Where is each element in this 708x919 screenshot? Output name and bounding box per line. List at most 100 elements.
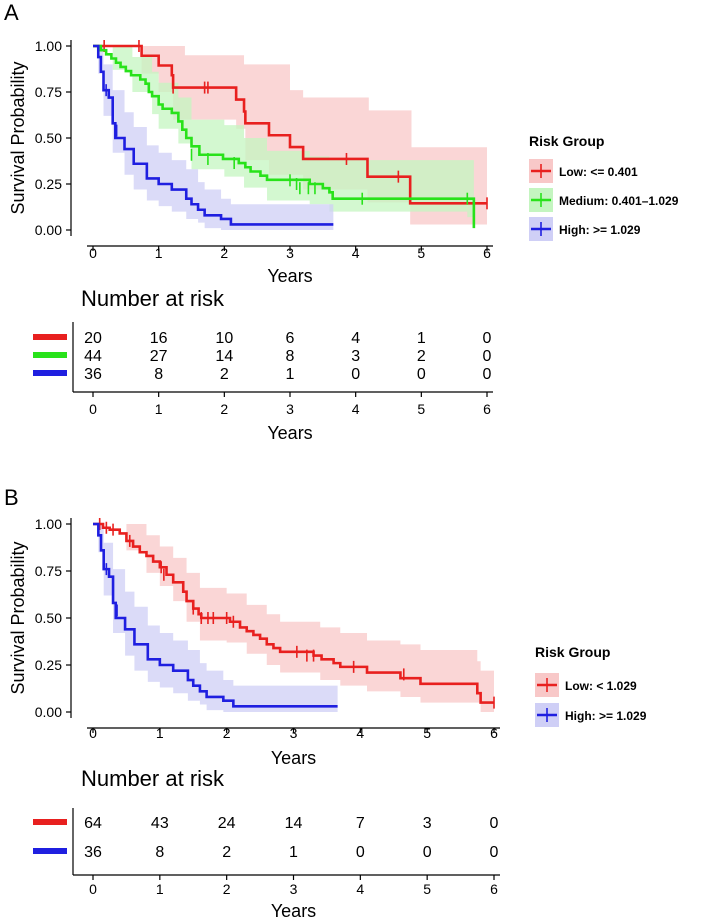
panel-label: A: [4, 0, 19, 25]
y-tick-label: 0.00: [35, 222, 62, 238]
risk-count-high: 36: [84, 844, 102, 861]
x-tick-label: 1: [155, 245, 163, 261]
risk-count-low: 0: [490, 815, 499, 832]
confidence-band-medium: [93, 46, 474, 230]
risk-count-medium: 14: [215, 348, 233, 365]
x-tick-label: 5: [417, 245, 425, 261]
y-tick-label: 1.00: [35, 38, 62, 54]
risk-count-low: 3: [423, 815, 432, 832]
confidence-band-low: [93, 524, 494, 712]
y-tick-label: 0.75: [35, 84, 62, 100]
risk-table-x-tick-label: 6: [490, 881, 498, 897]
y-tick-label: 0.00: [35, 704, 62, 720]
x-tick-label: 6: [490, 725, 498, 741]
risk-table-title: Number at risk: [81, 766, 225, 791]
x-tick-label: 2: [220, 245, 228, 261]
legend-label-high: High: >= 1.029: [565, 709, 647, 723]
risk-count-high: 0: [423, 844, 432, 861]
risk-count-medium: 2: [417, 348, 426, 365]
risk-count-high: 1: [286, 366, 295, 383]
panel-b: B 0.00 0.25 0.50 0.75 1.00 0 1 2 3 4 5 6 Years Surviva…: [4, 485, 647, 919]
x-tick-label: 1: [156, 725, 164, 741]
legend-title: Risk Group: [529, 133, 604, 149]
confidence-band-high: [93, 46, 334, 230]
risk-count-high: 8: [154, 366, 163, 383]
panel-a: A0.000.250.500.751.000 1 2 3 4 5 6YearsSurviva…: [4, 0, 679, 443]
risk-count-low: 0: [483, 330, 492, 347]
risk-table-x-tick-label: 0: [89, 401, 97, 417]
x-tick-label: 5: [423, 725, 431, 741]
risk-count-high: 0: [351, 366, 360, 383]
x-tick-label: 6: [483, 245, 491, 261]
x-tick-label: 0: [89, 245, 97, 261]
risk-count-low: 20: [84, 330, 102, 347]
legend-label-medium: Medium: 0.401–1.029: [559, 194, 679, 208]
y-tick-label: 0.50: [35, 130, 62, 146]
risk-table-x-tick-label: 5: [417, 401, 425, 417]
y-tick-label: 0.25: [35, 176, 62, 192]
risk-count-low: 43: [151, 815, 169, 832]
risk-table-x-tick-label: 0: [89, 881, 97, 897]
survival-curve-high: [93, 44, 334, 226]
risk-count-high: 0: [490, 844, 499, 861]
risk-count-medium: 0: [483, 348, 492, 365]
y-tick-label: 0.50: [35, 610, 62, 626]
legend-label-low: Low: <= 0.401: [559, 165, 638, 179]
x-axis-title: Years: [267, 266, 312, 286]
risk-table-x-tick-label: 4: [356, 881, 364, 897]
legend-label-low: Low: < 1.029: [565, 679, 637, 693]
risk-count-low: 64: [84, 815, 102, 832]
y-tick-label: 0.75: [35, 563, 62, 579]
risk-count-medium: 8: [286, 348, 295, 365]
x-tick-label: 3: [286, 245, 294, 261]
risk-count-low: 6: [286, 330, 295, 347]
risk-count-low: 10: [215, 330, 233, 347]
risk-count-low: 14: [285, 815, 303, 832]
risk-table-x-title: Years: [271, 901, 316, 919]
risk-table-x-tick-label: 6: [483, 401, 491, 417]
panel-label: B: [4, 485, 19, 510]
x-axis-title: Years: [271, 748, 316, 768]
risk-table-x-tick-label: 2: [220, 401, 228, 417]
risk-count-high: 1: [289, 844, 298, 861]
legend-label-high: High: >= 1.029: [559, 223, 641, 237]
risk-count-high: 2: [222, 844, 231, 861]
x-tick-label: 2: [223, 725, 231, 741]
risk-count-high: 36: [84, 366, 102, 383]
risk-count-high: 0: [417, 366, 426, 383]
risk-table-x-tick-label: 5: [423, 881, 431, 897]
risk-table-x-tick-label: 4: [352, 401, 360, 417]
risk-count-medium: 3: [351, 348, 360, 365]
risk-count-low: 1: [417, 330, 426, 347]
risk-table-x-tick-label: 1: [155, 401, 163, 417]
y-tick-label: 0.25: [35, 657, 62, 673]
risk-count-high: 8: [155, 844, 164, 861]
risk-count-high: 2: [220, 366, 229, 383]
confidence-band-high: [93, 524, 338, 712]
risk-table-x-title: Years: [267, 423, 312, 443]
x-tick-label: 4: [352, 245, 360, 261]
risk-count-low: 16: [150, 330, 168, 347]
survival-curve-medium: [93, 44, 476, 229]
risk-count-low: 7: [356, 815, 365, 832]
x-tick-label: 4: [356, 725, 364, 741]
risk-count-low: 4: [351, 330, 360, 347]
risk-count-medium: 27: [150, 348, 168, 365]
x-tick-label: 0: [89, 725, 97, 741]
x-tick-label: 3: [290, 725, 298, 741]
risk-table-title: Number at risk: [81, 286, 225, 311]
y-tick-label: 1.00: [35, 516, 62, 532]
risk-count-high: 0: [483, 366, 492, 383]
y-axis-title: Survival Probability: [8, 541, 28, 694]
risk-count-medium: 44: [84, 348, 102, 365]
risk-table-x-tick-label: 3: [290, 881, 298, 897]
survival-curve-low: [93, 44, 487, 205]
risk-count-high: 0: [356, 844, 365, 861]
legend-title: Risk Group: [535, 644, 610, 660]
risk-table-x-tick-label: 3: [286, 401, 294, 417]
risk-table-x-tick-label: 1: [156, 881, 164, 897]
survival-curve-high: [93, 522, 338, 708]
risk-table-x-tick-label: 2: [223, 881, 231, 897]
y-axis-title: Survival Probability: [8, 61, 28, 214]
